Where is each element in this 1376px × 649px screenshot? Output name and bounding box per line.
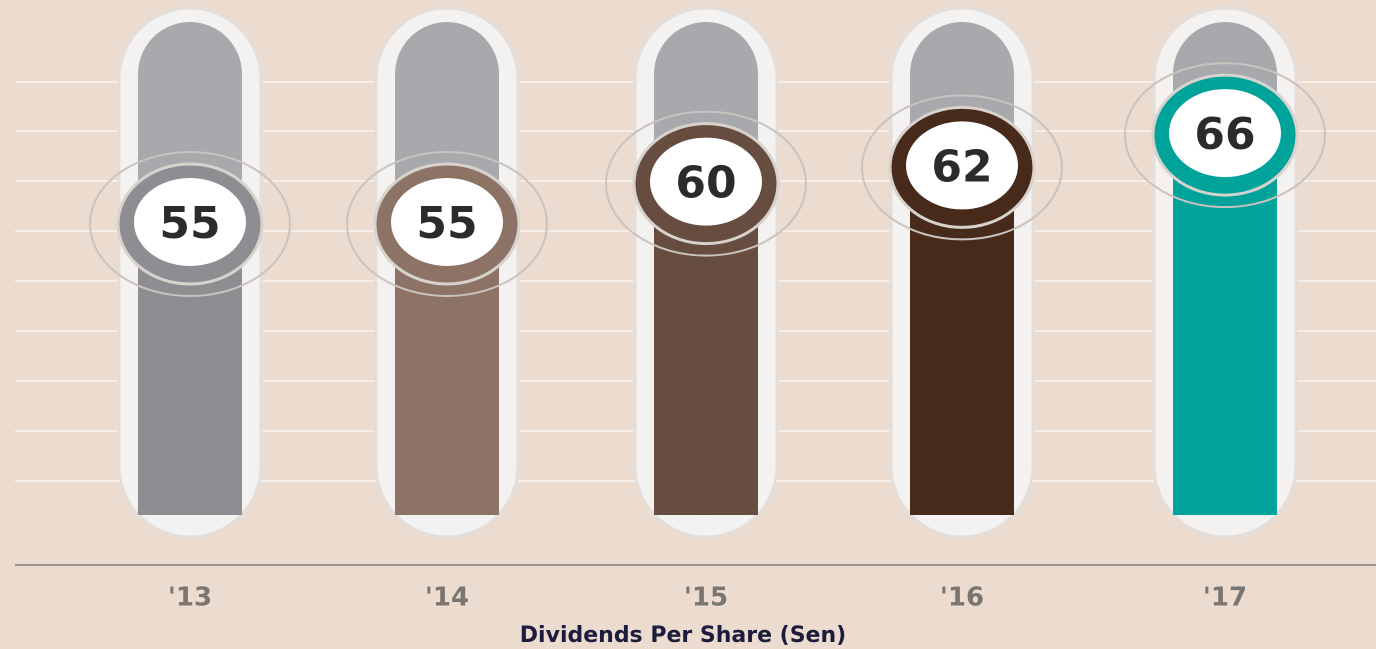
bar bbox=[1173, 135, 1277, 516]
value-halo bbox=[861, 94, 1063, 241]
value-marker-inner bbox=[134, 178, 246, 266]
x-axis-title: Dividends Per Share (Sen) bbox=[520, 623, 846, 648]
x-tick-label: '13 bbox=[168, 583, 212, 613]
value-label: 60 bbox=[675, 158, 736, 209]
value-marker-inner bbox=[1169, 89, 1281, 178]
x-tick-label: '17 bbox=[1203, 583, 1247, 613]
value-halo bbox=[1124, 62, 1326, 209]
bar-cap bbox=[138, 455, 242, 515]
value-label: 55 bbox=[416, 198, 477, 249]
x-tick-label: '14 bbox=[425, 583, 469, 613]
value-marker-inner bbox=[650, 137, 762, 226]
value-label: 62 bbox=[931, 141, 992, 192]
value-marker-inner bbox=[391, 178, 503, 266]
bar-cap bbox=[654, 455, 758, 515]
value-label: 55 bbox=[159, 198, 220, 249]
value-halo bbox=[346, 151, 548, 297]
value-halo bbox=[89, 151, 291, 297]
bar-cap bbox=[395, 455, 499, 515]
bar-cap bbox=[1173, 455, 1277, 515]
x-tick-label: '15 bbox=[684, 583, 728, 613]
bar-cap bbox=[910, 455, 1014, 515]
value-label: 66 bbox=[1194, 109, 1255, 160]
value-halo bbox=[605, 110, 807, 257]
value-marker-inner bbox=[906, 121, 1018, 210]
x-tick-label: '16 bbox=[940, 583, 984, 613]
